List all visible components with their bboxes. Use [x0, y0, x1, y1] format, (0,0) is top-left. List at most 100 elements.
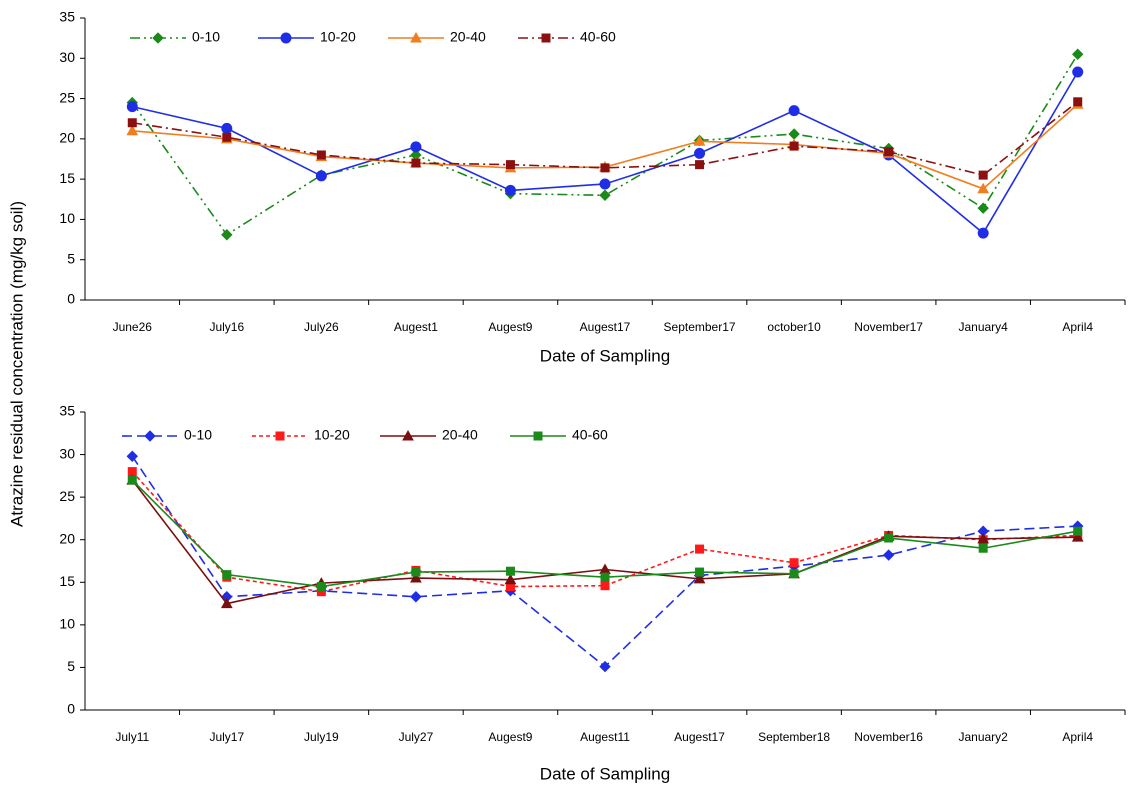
x-tick-label: Augest17: [674, 730, 725, 744]
marker: [411, 567, 421, 577]
marker: [410, 141, 422, 153]
y-tick-label: 35: [59, 9, 75, 25]
y-tick-label: 15: [59, 573, 75, 589]
legend-marker: [280, 32, 292, 44]
marker: [504, 184, 516, 196]
y-tick-label: 20: [59, 130, 75, 146]
marker: [222, 132, 232, 142]
x-tick-label: April4: [1062, 730, 1093, 744]
marker: [1072, 66, 1084, 78]
marker: [788, 105, 800, 117]
series-line: [131, 455, 1078, 668]
marker: [410, 591, 422, 603]
x-tick-label: July11: [115, 730, 149, 744]
series-line: [132, 71, 1079, 235]
marker: [316, 582, 326, 592]
marker: [695, 160, 705, 170]
legend-label: 20-40: [442, 427, 478, 443]
x-tick-label: July26: [304, 320, 339, 334]
y-tick-label: 10: [59, 210, 75, 226]
x-tick-label: September17: [664, 320, 736, 334]
y-tick-label: 20: [59, 530, 75, 546]
series-line: [131, 471, 1078, 593]
marker: [978, 543, 988, 553]
marker: [977, 227, 989, 239]
y-tick-label: 15: [59, 170, 75, 186]
marker: [694, 147, 706, 159]
y-tick-label: 0: [67, 291, 75, 307]
marker: [127, 475, 137, 485]
marker: [599, 563, 611, 575]
x-tick-label: July27: [399, 730, 434, 744]
x-tick-label: July17: [209, 730, 244, 744]
legend-marker: [152, 32, 164, 44]
marker: [789, 141, 799, 151]
marker: [977, 182, 990, 194]
marker: [884, 147, 894, 157]
marker: [316, 150, 326, 160]
legend-label: 40-60: [580, 29, 616, 45]
y-axis-label: Atrazine residual concentration (mg/kg s…: [7, 201, 26, 527]
marker: [126, 450, 138, 462]
marker: [1073, 526, 1083, 536]
x-tick-label: Augest1: [394, 320, 438, 334]
legend-marker: [144, 430, 156, 442]
x-tick-label: July16: [209, 320, 244, 334]
marker: [978, 170, 988, 180]
x-tick-label: November17: [854, 320, 923, 334]
y-tick-label: 25: [59, 488, 75, 504]
marker: [410, 571, 422, 583]
marker: [127, 118, 137, 128]
y-tick-label: 30: [59, 49, 75, 65]
legend-label: 40-60: [572, 427, 608, 443]
marker: [599, 189, 611, 201]
marker: [222, 570, 232, 580]
x-tick-label: Augest9: [488, 730, 532, 744]
legend-marker: [541, 33, 551, 43]
marker: [600, 163, 610, 173]
x-axis-label: Date of Sampling: [540, 346, 670, 365]
marker: [693, 135, 706, 146]
x-tick-label: January2: [958, 730, 1008, 744]
marker: [600, 572, 610, 582]
y-tick-label: 5: [67, 658, 75, 674]
marker: [977, 202, 989, 214]
y-tick-label: 35: [59, 403, 75, 419]
x-axis-label: Date of Sampling: [540, 764, 670, 783]
marker: [505, 566, 515, 576]
marker: [411, 158, 421, 168]
marker: [695, 544, 705, 554]
x-tick-label: January4: [958, 320, 1008, 334]
x-tick-label: Augest17: [580, 320, 631, 334]
x-tick-label: July19: [304, 730, 339, 744]
marker: [221, 229, 233, 241]
marker: [600, 581, 610, 591]
marker: [788, 128, 800, 140]
x-tick-label: April4: [1062, 320, 1093, 334]
legend-marker: [410, 31, 422, 43]
marker: [315, 170, 327, 182]
legend-label: 10-20: [314, 427, 350, 443]
marker: [884, 533, 894, 543]
marker: [789, 569, 799, 579]
marker: [695, 567, 705, 577]
marker: [505, 160, 515, 170]
x-tick-label: Augest11: [580, 730, 630, 744]
marker: [220, 597, 233, 609]
legend-label: 10-20: [320, 29, 356, 45]
marker: [126, 124, 139, 136]
x-tick-label: Augest9: [488, 320, 532, 334]
y-tick-label: 25: [59, 89, 75, 105]
marker: [882, 549, 895, 561]
y-tick-label: 30: [59, 445, 75, 461]
x-tick-label: June26: [113, 320, 153, 334]
marker: [693, 572, 706, 584]
marker: [789, 558, 799, 568]
legend-label: 0-10: [192, 29, 220, 45]
marker: [599, 178, 611, 190]
legend-marker: [275, 431, 285, 441]
legend-marker: [533, 431, 543, 441]
legend-label: 0-10: [184, 427, 212, 443]
